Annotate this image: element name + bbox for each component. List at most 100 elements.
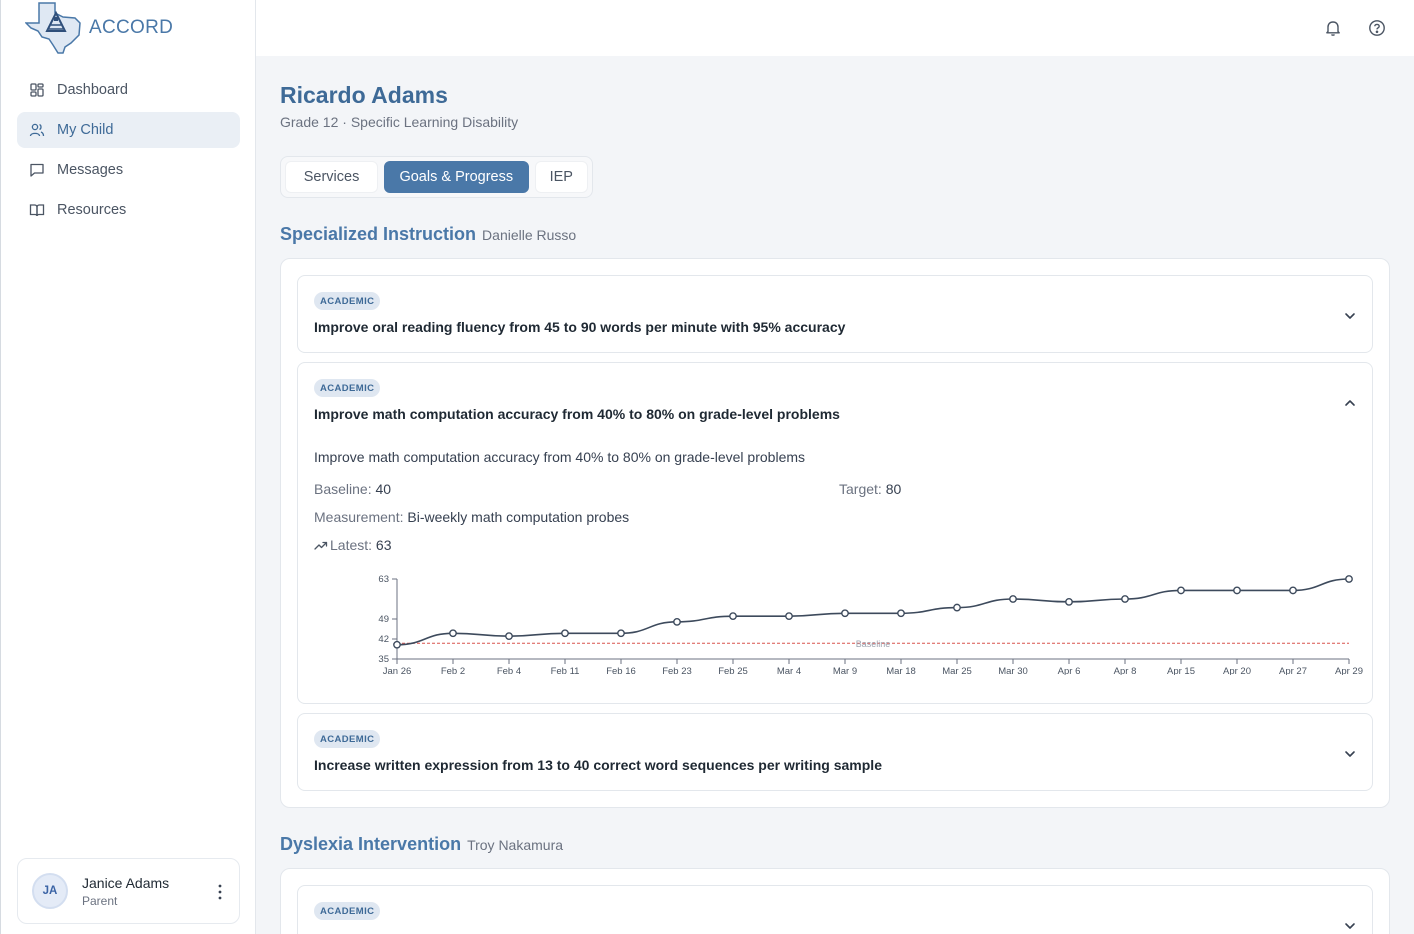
users-icon [29,122,45,138]
chevron-down-icon[interactable] [1342,918,1358,934]
bell-icon[interactable] [1323,18,1343,38]
goal-card[interactable]: ACADEMIC Increase written expression fro… [297,713,1373,791]
tab-goals-progress[interactable]: Goals & Progress [384,161,529,193]
progress-chart: 35 42 49 63 Jan 26 Feb 2 Feb 4 Feb 11 Feb 16 Feb … [338,563,1368,677]
sidebar: ACCORD Dashboard My Child [0,0,256,934]
data-point [1345,575,1353,583]
latest-field: Latest: 63 [314,537,392,553]
y-tick-label: 35 [378,654,389,665]
sidebar-item-label: My Child [57,122,114,138]
x-tick-label: Apr 20 [1223,666,1251,675]
x-tick-label: Feb 11 [551,666,580,675]
data-point [1177,586,1185,595]
measurement-field: Measurement: Bi-weekly math computation … [314,509,629,525]
brand[interactable]: ACCORD [25,0,173,56]
data-point [841,609,849,618]
data-point [561,629,569,638]
book-icon [29,202,45,218]
x-tick-label: Mar 9 [833,666,857,675]
data-point [617,629,625,638]
section-provider: Danielle Russo [482,227,577,243]
data-point [505,632,513,641]
latest-value: 63 [375,537,392,553]
message-icon [29,162,45,178]
section-title: Specialized Instruction Danielle Russo [280,224,576,245]
user-name: Janice Adams [82,874,170,891]
data-point [1009,595,1017,603]
category-badge: ACADEMIC [314,730,381,748]
baseline-reference-label: Baseline [856,639,891,649]
section-name: Specialized Instruction [280,224,477,244]
baseline-label: Baseline: [314,481,372,497]
brand-name: ACCORD [89,17,174,38]
series-line [396,578,1350,646]
section-title: Dyslexia Intervention Troy Nakamura [280,834,563,855]
x-tick-label: Jan 26 [383,666,412,675]
data-point [393,640,401,649]
goal-title: Improve math computation accuracy from 4… [314,406,840,422]
chevron-down-icon[interactable] [1342,308,1358,324]
x-tick-label: Feb 25 [718,666,748,675]
x-tick-label: Mar 4 [777,666,801,675]
user-card[interactable]: JA Janice Adams Parent [17,858,240,924]
sidebar-item-resources[interactable]: Resources [17,192,240,228]
target-field: Target: 80 [839,481,901,497]
category-badge: ACADEMIC [314,379,381,397]
tab-iep[interactable]: IEP [534,161,588,193]
latest-label: Latest: [330,537,373,553]
chevron-down-icon[interactable] [1342,746,1358,762]
y-tick-label: 42 [378,634,389,645]
goal-title: Improve oral reading fluency from 45 to … [314,319,846,335]
x-tick-label: Apr 29 [1335,666,1363,675]
goal-card[interactable]: ACADEMIC [297,885,1373,934]
help-icon[interactable] [1367,18,1387,38]
data-point [1065,597,1073,606]
target-label: Target: [839,481,882,497]
baseline-field: Baseline: 40 [314,481,391,497]
more-options-icon[interactable] [217,883,223,901]
measurement-label: Measurement: [314,509,404,525]
y-tick-label: 49 [378,614,389,625]
progress-chart-svg: 35 42 49 63 Jan 26 Feb 2 Feb 4 Feb 11 Feb 16 Feb … [378,574,1363,677]
data-point [953,603,961,612]
x-tick-label: Mar 18 [886,666,916,675]
x-tick-label: Apr 6 [1058,666,1081,675]
trending-up-icon [314,542,328,550]
student-subtitle: Grade 12 · Specific Learning Disability [280,114,519,130]
user-role: Parent [82,893,118,908]
sidebar-item-my-child[interactable]: My Child [17,112,240,148]
data-point [1289,586,1297,595]
user-info: Janice Adams Parent [82,875,169,908]
sidebar-item-dashboard[interactable]: Dashboard [17,72,240,108]
goal-card-expanded[interactable]: ACADEMIC Improve math computation accura… [297,362,1373,704]
section-provider: Troy Nakamura [467,837,564,853]
sidebar-item-label: Resources [57,202,127,218]
data-point [673,617,681,626]
data-point [1121,595,1129,603]
sidebar-item-label: Dashboard [57,82,128,98]
section-name: Dyslexia Intervention [280,834,462,854]
goal-card[interactable]: ACADEMIC Improve oral reading fluency fr… [297,275,1373,353]
x-tick-label: Feb 2 [441,666,465,675]
target-value: 80 [885,481,902,497]
data-point [729,612,737,621]
measurement-value: Bi-weekly math computation probes [407,509,630,525]
x-tick-label: Feb 23 [662,666,692,675]
data-point [897,609,905,618]
tab-services[interactable]: Services [285,161,379,193]
tab-bar: Services Goals & Progress IEP [280,156,593,198]
sidebar-item-label: Messages [57,162,124,178]
chevron-up-icon[interactable] [1342,395,1358,411]
data-point [1233,586,1241,595]
y-tick-label: 63 [378,574,389,585]
sidebar-item-messages[interactable]: Messages [17,152,240,188]
goal-title: Increase written expression from 13 to 4… [314,757,882,773]
x-tick-label: Feb 4 [497,666,521,675]
x-tick-label: Feb 16 [606,666,636,675]
x-tick-label: Apr 27 [1279,666,1307,675]
dashboard-icon [29,82,45,98]
page-title: Ricardo Adams [280,82,448,108]
avatar: JA [32,873,68,909]
category-badge: ACADEMIC [314,902,381,920]
category-badge: ACADEMIC [314,292,381,310]
